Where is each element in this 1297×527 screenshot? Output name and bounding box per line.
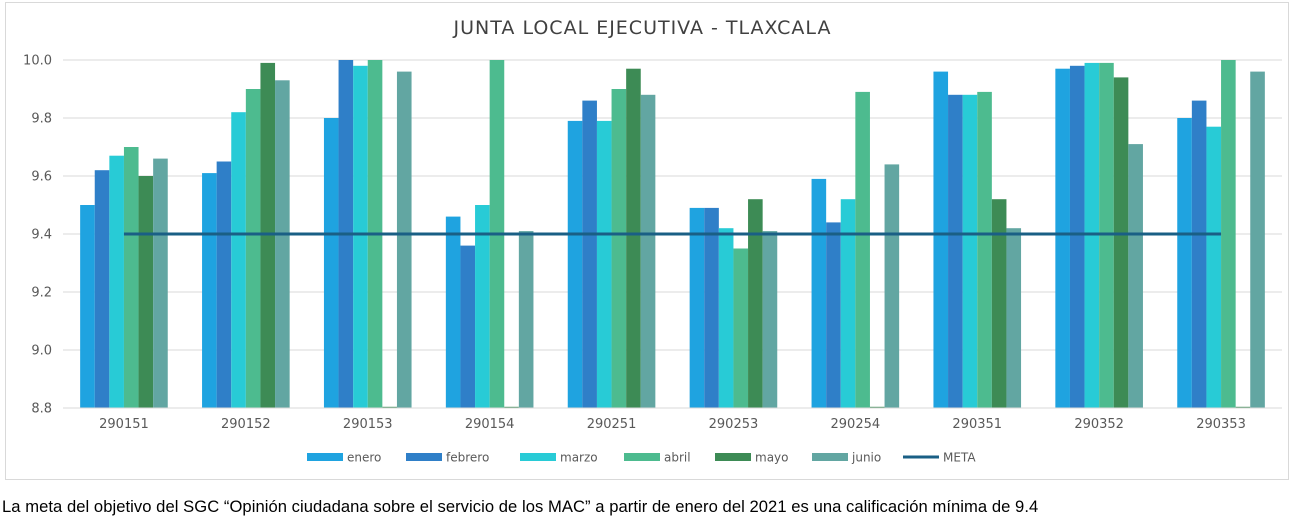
bar-enero-290254: [811, 178, 827, 408]
bar-marzo-290351: [962, 94, 978, 409]
bar-febrero-290353: [1191, 100, 1207, 408]
bar-mayo-290151: [138, 176, 154, 408]
legend-swatch-mayo: [715, 453, 751, 461]
bar-febrero-290254: [826, 222, 841, 408]
bar-febrero-290352: [1069, 65, 1085, 409]
bar-junio-290153: [396, 71, 412, 408]
x-tick-label: 290254: [831, 417, 881, 432]
x-tick-label: 290151: [99, 417, 149, 432]
bar-abril-290151: [123, 147, 139, 408]
bar-junio-290154: [518, 231, 534, 408]
bar-chart: JUNTA LOCAL EJECUTIVA - TLAXCALA 8.8 9.0 9.…: [23, 17, 1282, 465]
bar-enero-290152: [202, 173, 217, 408]
y-tick-label: 9.8: [31, 112, 52, 127]
bar-marzo-290353: [1206, 126, 1222, 408]
bar-marzo-290251: [596, 120, 612, 409]
bar-enero-290153: [323, 118, 339, 408]
bar-marzo-290253: [718, 228, 734, 408]
bar-junio-290253: [762, 231, 778, 408]
x-tick-label: 290251: [587, 417, 637, 432]
bar-marzo-290153: [353, 65, 368, 409]
bar-abril-290351: [977, 91, 992, 409]
y-tick-label: 9.4: [31, 228, 52, 243]
legend-label-abril: abril: [664, 451, 691, 465]
bar-junio-290351: [1006, 228, 1022, 408]
x-tick-label: 290352: [1074, 417, 1124, 432]
bar-febrero-290151: [94, 170, 110, 408]
legend-label-junio: junio: [851, 451, 881, 465]
bar-mayo-290351: [991, 199, 1007, 408]
x-tick-label: 290351: [952, 417, 1002, 432]
chart-title: JUNTA LOCAL EJECUTIVA - TLAXCALA: [453, 17, 832, 39]
bar-junio-290151: [153, 158, 168, 408]
bar-febrero-290154: [460, 245, 476, 408]
x-tick-label: 290153: [343, 417, 393, 432]
bar-mayo-290254: [869, 406, 885, 408]
bar-abril-290152: [245, 89, 261, 408]
bar-abril-290353: [1221, 60, 1236, 408]
legend-swatch-enero: [307, 453, 343, 461]
y-tick-label: 9.2: [31, 286, 52, 301]
legend-swatch-marzo: [520, 453, 556, 461]
legend-label-enero: enero: [347, 451, 381, 465]
bar-febrero-290351: [948, 94, 963, 409]
y-tick-label: 9.0: [31, 344, 52, 359]
y-tick-label: 9.6: [31, 170, 52, 185]
bar-junio-290254: [884, 164, 900, 408]
legend-swatch-abril: [624, 453, 660, 461]
legend-label-META: META: [943, 451, 976, 465]
bar-junio-290251: [640, 94, 656, 409]
bar-enero-290154: [445, 216, 461, 408]
bar-mayo-290353: [1235, 406, 1251, 408]
legend-label-marzo: marzo: [560, 451, 598, 465]
bar-enero-290352: [1055, 68, 1070, 408]
bar-febrero-290251: [582, 100, 597, 408]
bar-mayo-290153: [382, 406, 397, 408]
bar-mayo-290253: [748, 199, 763, 408]
caption-text: La meta del objetivo del SGC “Opinión ci…: [2, 497, 1039, 516]
bar-enero-290251: [567, 120, 583, 409]
bar-mayo-290154: [504, 406, 519, 408]
legend-swatch-junio: [812, 453, 848, 461]
x-tick-label: 290253: [709, 417, 759, 432]
bar-abril-290253: [733, 248, 749, 408]
bar-febrero-290253: [704, 207, 719, 408]
bar-enero-290253: [689, 207, 705, 408]
bar-junio-290152: [275, 80, 290, 409]
bar-febrero-290152: [216, 161, 232, 408]
bar-marzo-290151: [109, 155, 124, 408]
bar-mayo-290251: [626, 68, 641, 408]
bar-enero-290151: [80, 205, 95, 408]
y-tick-label: 10.0: [23, 54, 52, 69]
bar-marzo-290154: [475, 205, 490, 408]
x-tick-label: 290353: [1196, 417, 1246, 432]
y-tick-label: 8.8: [31, 402, 52, 417]
x-tick-label: 290152: [221, 417, 271, 432]
bar-abril-290254: [855, 91, 870, 409]
bar-mayo-290352: [1113, 77, 1129, 409]
legend-label-febrero: febrero: [446, 451, 489, 465]
bar-marzo-290152: [231, 112, 246, 408]
bar-junio-290353: [1250, 71, 1265, 408]
bar-enero-290351: [933, 71, 949, 408]
bar-marzo-290254: [840, 199, 856, 408]
bar-junio-290352: [1128, 144, 1143, 408]
x-tick-label: 290154: [465, 417, 515, 432]
bar-abril-290251: [611, 89, 627, 408]
bar-enero-290353: [1177, 118, 1192, 408]
legend-label-mayo: mayo: [755, 451, 789, 465]
legend-swatch-febrero: [406, 453, 442, 461]
